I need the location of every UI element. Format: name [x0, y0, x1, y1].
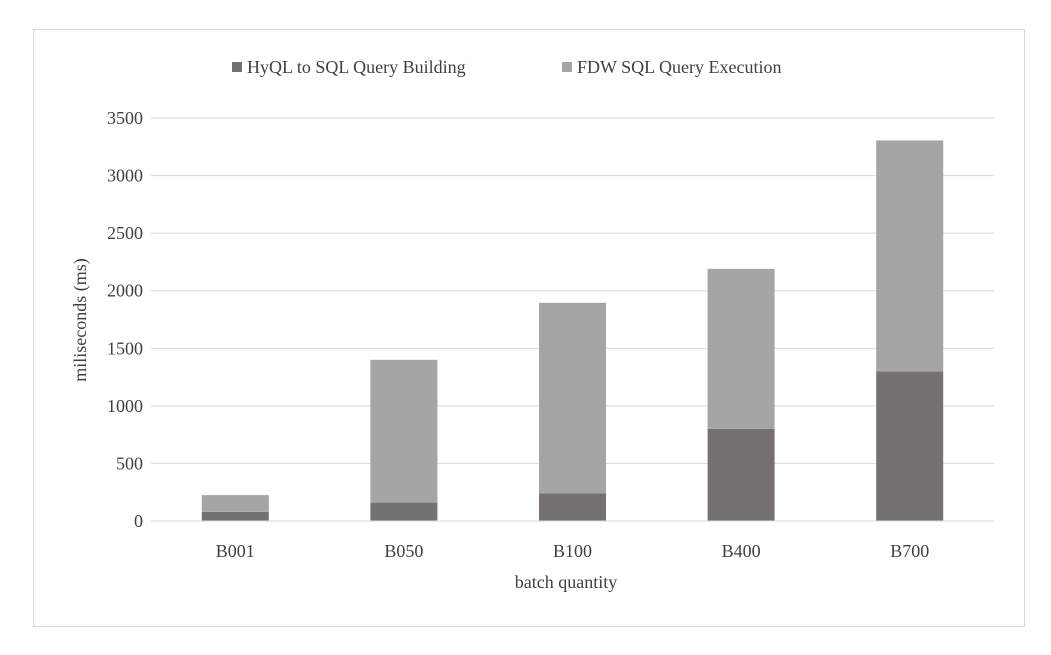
bar-B001-series-2 [201, 495, 269, 512]
bar-B100-series-2 [539, 302, 606, 494]
x-axis-title: batch quantity [515, 572, 617, 592]
y-tick-label-1500: 1500 [107, 338, 143, 358]
bar-B100-series-1 [539, 493, 606, 521]
bars [201, 140, 944, 521]
bar-B050-series-2 [370, 359, 438, 503]
legend-swatch-series-1 [232, 62, 242, 72]
y-axis-title: miliseconds (ms) [70, 258, 91, 382]
axes: 0 500 1000 1500 2000 2500 3000 3500 B001 B050 B100… [107, 108, 994, 561]
x-tick-label-B001: B001 [216, 541, 255, 561]
y-tick-label-3000: 3000 [107, 166, 143, 186]
legend-swatch-series-2 [562, 62, 572, 72]
bar-B400-series-2 [707, 268, 775, 429]
chart-frame [33, 29, 1025, 627]
x-tick-label-B400: B400 [722, 541, 761, 561]
y-tick-label-3500: 3500 [107, 108, 143, 128]
y-tick-label-1000: 1000 [107, 396, 143, 416]
bar-B050-series-1 [370, 502, 438, 521]
legend: HyQL to SQL Query Building FDW SQL Query … [232, 57, 781, 77]
bar-B700-series-2 [876, 140, 944, 372]
y-tick-label-2500: 2500 [107, 223, 143, 243]
bar-B001-series-1 [201, 511, 269, 521]
y-tick-label-2000: 2000 [107, 281, 143, 301]
y-tick-label-500: 500 [116, 453, 143, 473]
bar-B700-series-1 [876, 371, 944, 521]
legend-label-series-1: HyQL to SQL Query Building [247, 57, 466, 77]
bar-B400-series-1 [707, 428, 775, 521]
x-tick-label-B700: B700 [890, 541, 929, 561]
x-tick-label-B050: B050 [384, 541, 423, 561]
gridlines [151, 117, 994, 464]
legend-label-series-2: FDW SQL Query Execution [577, 57, 781, 77]
x-tick-label-B100: B100 [553, 541, 592, 561]
y-tick-label-0: 0 [134, 511, 143, 531]
